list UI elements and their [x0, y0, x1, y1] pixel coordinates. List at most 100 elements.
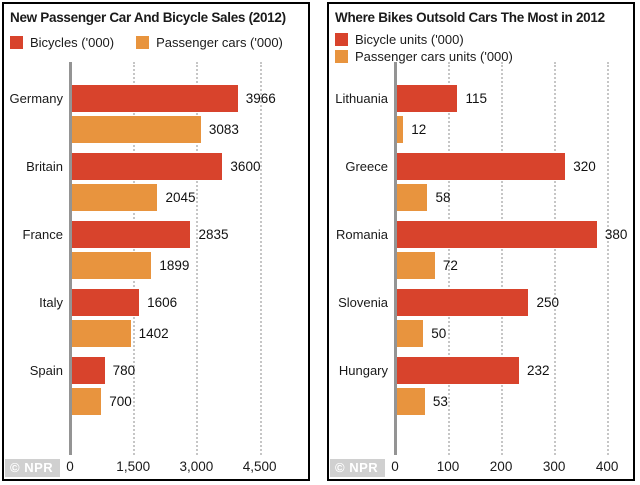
bar-value-label: 12	[411, 122, 427, 137]
bar-value-label: 1899	[159, 258, 190, 273]
bar-value-label: 3966	[245, 91, 276, 106]
plot-grid-layer	[394, 62, 631, 455]
x-axis-ticks: 0 100 200 300 400	[391, 455, 631, 477]
bar	[397, 289, 529, 316]
bar-value-label: 1402	[138, 326, 169, 341]
bar-row: 12	[397, 116, 631, 143]
legend-item: Bicycle units ('000)	[335, 32, 633, 47]
chart-title: New Passenger Car And Bicycle Sales (201…	[10, 10, 286, 25]
bar	[397, 320, 424, 347]
category-label: Romania	[335, 227, 388, 242]
bar	[72, 221, 191, 248]
bar-row: 58	[397, 184, 631, 211]
gridline	[259, 62, 262, 455]
gridline	[196, 62, 199, 455]
gridline	[554, 62, 557, 455]
bar-row: 1402	[72, 320, 306, 347]
x-tick-label: 0	[391, 459, 399, 474]
legend-item: Passenger cars ('000)	[136, 35, 283, 50]
bar	[397, 153, 566, 180]
legend-swatch-icon	[335, 49, 348, 63]
bar-group: Greece 320 58	[335, 153, 631, 211]
bar	[397, 85, 458, 112]
bar	[397, 221, 597, 248]
bar-value-label: 320	[573, 159, 596, 174]
bar-row: 380	[397, 221, 631, 248]
bar	[72, 388, 102, 415]
bar-pair: 115 12	[395, 85, 631, 143]
bar-value-label: 2835	[198, 227, 229, 242]
bar-row: 700	[72, 388, 306, 415]
right-chart-panel: Where Bikes Outsold Cars The Most in 201…	[327, 2, 635, 481]
legend-swatch-icon	[335, 32, 348, 46]
bar-row: 250	[397, 289, 631, 316]
chart-title: Where Bikes Outsold Cars The Most in 201…	[335, 10, 605, 25]
bar	[397, 252, 435, 279]
bar-value-label: 250	[536, 295, 559, 310]
bar-pair: 380 72	[395, 221, 631, 279]
bar-groups: Germany 3966 3083 Britain 3600 2045 France 2835…	[10, 85, 306, 425]
category-label: Hungary	[338, 363, 388, 378]
bar-row: 320	[397, 153, 631, 180]
bar-pair: 3966 3083	[70, 85, 306, 143]
bar-row: 232	[397, 357, 631, 384]
bar-value-label: 115	[465, 91, 487, 106]
legend: Bicycles ('000) Passenger cars ('000)	[10, 35, 308, 50]
gridline	[607, 62, 610, 455]
bar	[72, 116, 201, 143]
category-label: Germany	[9, 91, 63, 106]
y-axis-line	[69, 62, 72, 455]
bar	[72, 320, 131, 347]
bar-row: 2835	[72, 221, 306, 248]
bar	[397, 184, 428, 211]
bar	[397, 116, 404, 143]
bar-group: Italy 1606 1402	[10, 289, 306, 347]
bar	[397, 357, 519, 384]
left-chart-panel: New Passenger Car And Bicycle Sales (201…	[2, 2, 310, 481]
category-label: Britain	[26, 159, 63, 174]
bar-pair: 2835 1899	[70, 221, 306, 279]
x-tick-label: 3,000	[179, 459, 214, 474]
bar-value-label: 3600	[230, 159, 261, 174]
legend-label: Bicycle units ('000)	[355, 31, 464, 47]
bar-row: 2045	[72, 184, 306, 211]
bar-value-label: 380	[604, 227, 628, 242]
gridline	[501, 62, 504, 455]
bar-group: Germany 3966 3083	[10, 85, 306, 143]
bar-value-label: 3083	[208, 122, 239, 137]
chart-area: Germany 3966 3083 Britain 3600 2045 France 2835…	[10, 62, 308, 474]
npr-watermark: © NPR	[5, 459, 61, 477]
bar-value-label: 232	[526, 363, 550, 378]
x-tick-label: 0	[66, 459, 74, 474]
bar-row: 53	[397, 388, 631, 415]
x-axis-ticks: 0 1,500 3,000 4,500	[66, 455, 306, 477]
bar	[72, 85, 238, 112]
x-tick-label: 300	[542, 459, 566, 474]
bar-group: Lithuania 115 12	[335, 85, 631, 143]
bar-value-label: 700	[109, 394, 132, 409]
x-tick-label: 1,500	[116, 459, 151, 474]
legend-swatch-icon	[10, 35, 23, 49]
bar-row: 115	[397, 85, 631, 112]
bar-value-label: 780	[112, 363, 136, 378]
bar-row: 72	[397, 252, 631, 279]
category-label: Greece	[345, 159, 388, 174]
bar-row: 3083	[72, 116, 306, 143]
bar-row: 3966	[72, 85, 306, 112]
bar-group: France 2835 1899	[10, 221, 306, 279]
category-label: Italy	[39, 295, 63, 310]
category-label: France	[22, 227, 63, 242]
bar	[72, 184, 158, 211]
legend-item: Passenger cars units ('000)	[335, 49, 633, 64]
bar-group: Britain 3600 2045	[10, 153, 306, 211]
bar-value-label: 72	[442, 258, 458, 273]
bar-pair: 780 700	[70, 357, 306, 415]
gridline	[448, 62, 451, 455]
npr-watermark: © NPR	[330, 459, 386, 477]
bar-value-label: 53	[432, 394, 448, 409]
bar-pair: 232 53	[395, 357, 631, 415]
bar-group: Slovenia 250 50	[335, 289, 631, 347]
y-axis-line	[394, 62, 397, 455]
bar-row: 1606	[72, 289, 306, 316]
